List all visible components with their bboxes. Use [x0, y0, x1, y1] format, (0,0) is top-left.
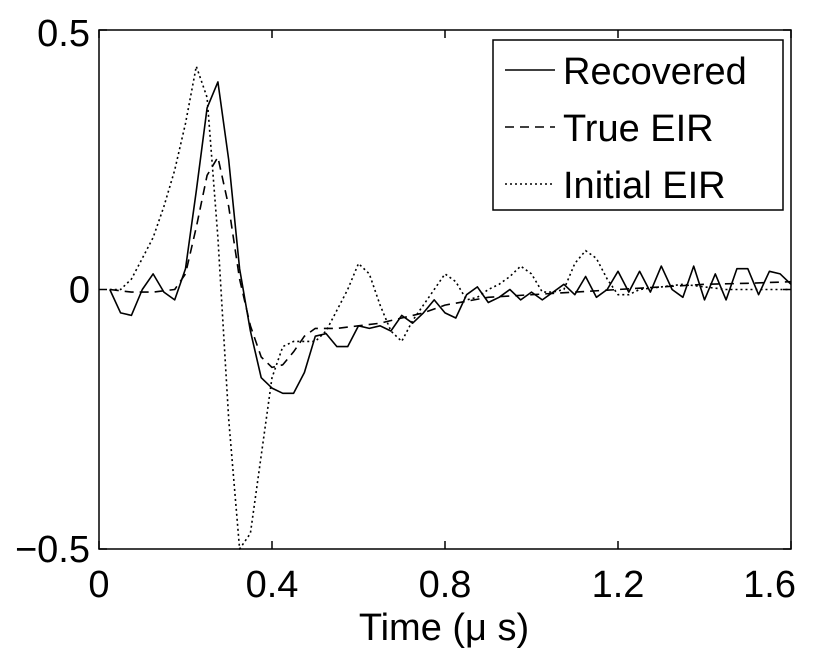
y-tick-label: 0 — [69, 270, 90, 312]
x-tick-label: 1.6 — [743, 564, 796, 606]
y-tick-label: −0.5 — [15, 529, 90, 571]
x-axis-label: Time (μ s) — [359, 607, 529, 649]
x-tick-label: 0 — [88, 564, 109, 606]
legend-label: Initial EIR — [563, 165, 726, 207]
axis-ticks — [98, 29, 792, 550]
y-tick-label: 0.5 — [37, 13, 90, 55]
series-group — [109, 65, 792, 550]
legend-label: True EIR — [563, 108, 714, 150]
x-tick-label: 1.2 — [592, 564, 645, 606]
legend-label: Recovered — [563, 51, 747, 93]
x-tick-label: 0.4 — [246, 564, 299, 606]
legend-box — [492, 39, 784, 211]
series-line-recovered — [109, 81, 792, 395]
series-line-true-eir — [109, 156, 792, 369]
legend: Recovered True EIR Initial EIR — [492, 39, 784, 211]
x-tick-label: 0.8 — [419, 564, 472, 606]
axis-tick-labels: 0 0.4 0.8 1.2 1.6−0.500.5 — [15, 13, 796, 606]
